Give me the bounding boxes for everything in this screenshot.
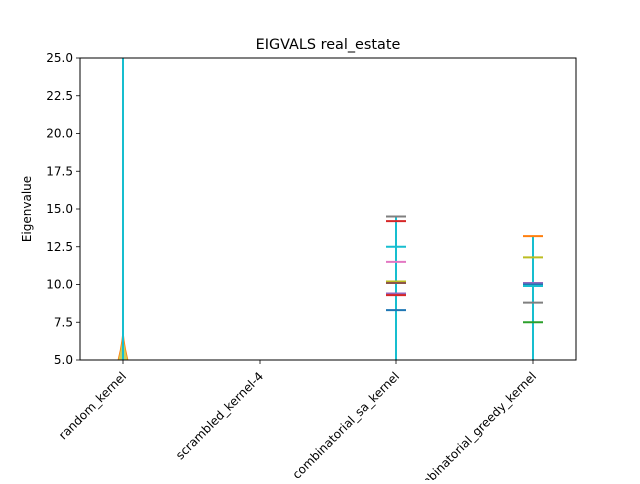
axes-frame: [79, 57, 577, 361]
y-tick-label: 7.5: [54, 315, 73, 329]
chart-title: EIGVALS real_estate: [256, 37, 401, 53]
x-tick-label: combinatorial_sa_kernel: [290, 369, 403, 480]
y-tick-label: 22.5: [46, 89, 73, 103]
y-tick-label: 17.5: [46, 164, 73, 178]
y-tick-label: 10.0: [46, 278, 73, 292]
x-tick-label: scrambled_kernel-4: [173, 369, 266, 462]
y-tick-label: 15.0: [46, 202, 73, 216]
plot-area: [117, 58, 543, 361]
x-tick-label: random_kernel: [56, 369, 129, 442]
y-tick-label: 20.0: [46, 127, 73, 141]
x-tick-label: combinatorial_greedy_kernel: [407, 369, 539, 480]
y-tick-label: 12.5: [46, 240, 73, 254]
y-axis-label: Eigenvalue: [20, 176, 34, 242]
y-tick-label: 5.0: [54, 353, 73, 367]
y-tick-label: 25.0: [46, 51, 73, 65]
